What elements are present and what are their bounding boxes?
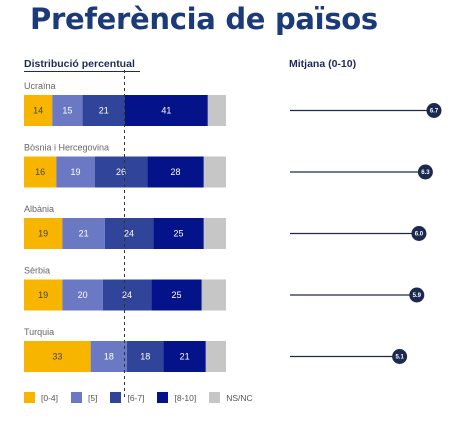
bar-value-label: 15 xyxy=(62,106,72,116)
legend-item: NS/NC xyxy=(209,392,253,403)
bar-segment xyxy=(62,218,105,249)
bar-segment xyxy=(203,218,226,249)
bar-segment xyxy=(151,279,202,311)
bar-segment xyxy=(205,341,226,372)
distribution-header: Distribució percentual xyxy=(24,58,140,72)
mean-dot xyxy=(417,164,433,180)
legend-label: [0-4] xyxy=(41,392,59,403)
legend-label: [6-7] xyxy=(127,392,145,403)
bar-value-label: 18 xyxy=(104,352,114,362)
legend-swatch xyxy=(110,392,122,403)
mean-value-label: 6.0 xyxy=(415,232,424,238)
mean-value-label: 6.3 xyxy=(421,170,430,176)
bar-segment xyxy=(147,156,204,188)
legend-swatch xyxy=(209,392,221,403)
legend-label: [5] xyxy=(88,392,98,403)
mean-value-label: 5.9 xyxy=(413,293,422,299)
legend-item: [6-7] xyxy=(110,392,144,403)
bar-segment xyxy=(24,95,53,126)
bar-segment xyxy=(207,95,226,126)
country-label: Sèrbia xyxy=(24,266,50,276)
mean-value-label: 5.1 xyxy=(395,355,404,361)
bar-segment xyxy=(24,218,63,249)
bar-segment xyxy=(90,341,128,372)
bar-value-label: 24 xyxy=(122,290,132,300)
bar-value-label: 25 xyxy=(174,229,184,239)
bar-value-label: 26 xyxy=(116,167,126,177)
country-label: Albània xyxy=(24,204,54,214)
bar-segment xyxy=(153,218,204,249)
bar-segment xyxy=(94,156,148,188)
mean-dot xyxy=(392,349,408,364)
bar-segment xyxy=(163,341,206,372)
legend-item: [8-10] xyxy=(157,392,196,403)
page-title: Preferència de països xyxy=(30,2,378,36)
bar-value-label: 21 xyxy=(180,352,190,362)
bar-value-label: 19 xyxy=(71,167,81,177)
mean-dot xyxy=(409,287,425,303)
legend: [0-4] [5] [6-7] [8-10] NS/NC xyxy=(24,392,266,403)
bar-value-label: 28 xyxy=(170,167,180,177)
bar-segment xyxy=(24,279,63,311)
country-label: Bòsnia i Hercegovina xyxy=(24,143,109,153)
legend-swatch xyxy=(157,392,169,403)
bar-segment xyxy=(104,218,154,249)
bar-value-label: 21 xyxy=(79,229,89,239)
bar-value-label: 21 xyxy=(99,106,109,116)
bar-value-label: 16 xyxy=(35,167,45,177)
mean-dot xyxy=(411,226,427,241)
bar-segment xyxy=(201,279,226,311)
bar-segment xyxy=(127,341,164,372)
bar-value-label: 19 xyxy=(38,290,48,300)
legend-label: NS/NC xyxy=(226,392,253,403)
bar-segment xyxy=(56,156,95,188)
bar-segment xyxy=(102,279,152,311)
bar-segment xyxy=(62,279,103,311)
mean-value-label: 6.7 xyxy=(430,109,439,115)
legend-item: [5] xyxy=(71,392,97,403)
mean-dot xyxy=(426,103,442,118)
bar-segment xyxy=(52,95,83,126)
legend-item: [0-4] xyxy=(24,392,58,403)
legend-swatch xyxy=(71,392,83,403)
country-label: Turquia xyxy=(24,327,54,337)
bar-segment xyxy=(203,156,226,188)
bar-value-label: 19 xyxy=(38,229,48,239)
mean-header: Mitjana (0-10) xyxy=(289,58,357,70)
bar-segment xyxy=(24,156,57,188)
legend-swatch xyxy=(24,392,35,403)
bar-value-label: 14 xyxy=(33,106,43,116)
bar-value-label: 25 xyxy=(172,290,182,300)
bar-value-label: 41 xyxy=(161,106,171,116)
bar-value-label: 20 xyxy=(78,290,88,300)
legend-label: [8-10] xyxy=(174,392,197,403)
bar-value-label: 24 xyxy=(124,229,134,239)
bar-segment xyxy=(24,341,91,372)
bar-value-label: 33 xyxy=(52,352,62,362)
bar-value-label: 18 xyxy=(140,352,150,362)
country-label: Ucraïna xyxy=(24,81,56,91)
bar-segment xyxy=(125,95,208,126)
bar-segment xyxy=(82,95,125,126)
